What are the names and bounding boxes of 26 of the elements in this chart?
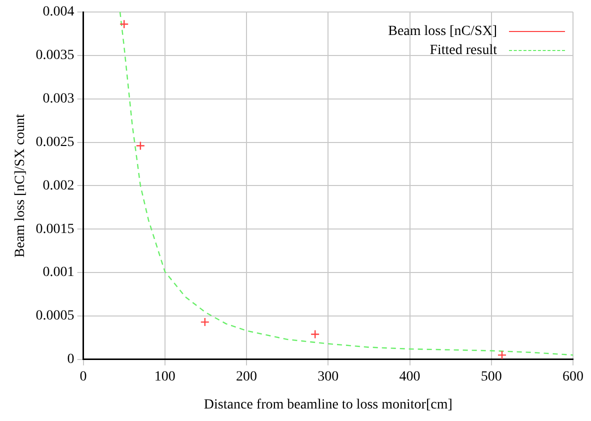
x-tick-label: 400 [399, 369, 420, 384]
line-series [119, 12, 573, 356]
point [310, 330, 320, 339]
y-tick-label: 0.0035 [36, 48, 74, 64]
point [136, 141, 146, 150]
y-tick-label: 0.004 [42, 4, 74, 20]
point [200, 317, 210, 327]
x-tick-label: 200 [236, 369, 258, 384]
y-tick-label: 0 [67, 352, 74, 368]
y-axis-title: Beam loss [nC]/SX count [13, 114, 28, 258]
y-tick-label: 0.002 [42, 178, 74, 194]
y-tick-label: 0.0005 [36, 308, 74, 324]
x-tick-label: 0 [80, 369, 87, 384]
point [497, 350, 507, 360]
legend-label: Fitted result [430, 42, 497, 60]
x-tick-label: 500 [480, 369, 502, 384]
point [120, 20, 129, 29]
x-tick-label: 100 [154, 369, 176, 384]
y-tick-label: 0.003 [42, 92, 74, 107]
x-tick-label: 600 [562, 369, 584, 384]
x-tick-label: 300 [318, 369, 339, 384]
y-tick-label: 0.0025 [36, 134, 74, 150]
legend-label: Beam loss [nC/SX] [388, 23, 497, 41]
y-tick-label: 0.0015 [36, 222, 74, 237]
y-tick-label: 0.001 [42, 265, 74, 280]
x-axis-title: Distance from beamline to loss monitor[cm] [204, 397, 452, 412]
